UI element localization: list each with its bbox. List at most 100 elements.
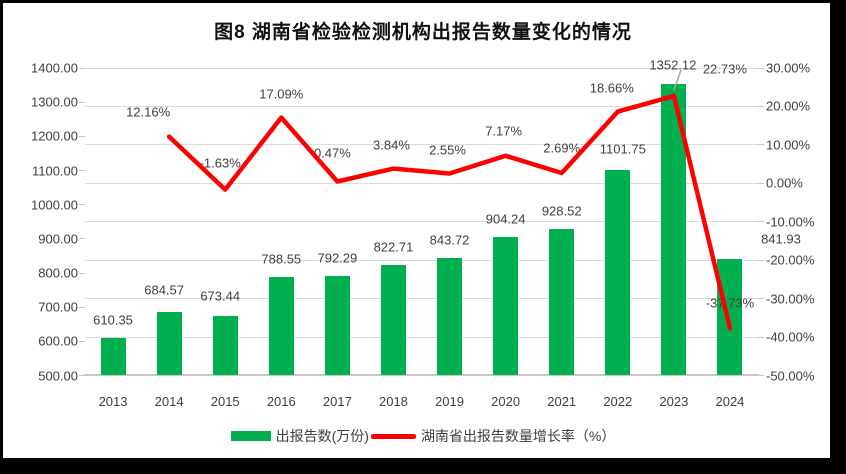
left-axis-label: 1000.00 [31, 197, 78, 213]
bar-value-label-2021: 928.52 [541, 203, 582, 219]
right-axis-tick [758, 375, 764, 376]
bar-value-label-2019: 843.72 [429, 232, 470, 248]
bar-2017 [324, 275, 350, 376]
x-axis-label-2015: 2015 [210, 394, 240, 409]
bar-2018 [380, 265, 406, 376]
right-axis-tick [758, 182, 764, 184]
grid-line [85, 67, 758, 69]
grid-line [85, 144, 758, 146]
line-value-label-2015: -1.63% [199, 155, 241, 171]
left-axis-tick [79, 170, 85, 171]
bar-2022 [605, 169, 631, 376]
x-axis-label-2024: 2024 [715, 394, 745, 409]
x-axis-label-2020: 2020 [491, 394, 521, 409]
line-value-label-2022: 18.66% [589, 80, 634, 96]
grid-line [85, 221, 758, 223]
bar-value-label-2020: 904.24 [485, 211, 526, 227]
right-axis-label: -30.00% [766, 291, 815, 307]
right-axis-label: -40.00% [766, 329, 815, 345]
bar-2014 [156, 312, 182, 376]
line-value-label-2021: 2.69% [543, 140, 581, 156]
right-axis-label: 10.00% [766, 137, 811, 153]
bar-value-label-2018: 822.71 [373, 239, 414, 255]
left-axis-label: 900.00 [38, 231, 78, 247]
left-axis-tick [79, 272, 85, 274]
line-value-label-2016: 17.09% [259, 86, 304, 102]
line-value-label-2019: 2.55% [429, 142, 466, 157]
x-axis-label-2017: 2017 [322, 394, 352, 409]
x-axis-label-2023: 2023 [659, 394, 689, 409]
bar-value-label-2016: 788.55 [261, 251, 302, 267]
x-axis-label-2022: 2022 [603, 394, 633, 409]
right-axis-label: -10.00% [766, 214, 815, 230]
right-axis-tick [758, 336, 764, 338]
line-value-label-2018: 3.84% [373, 137, 410, 153]
right-axis-label: 20.00% [766, 98, 811, 114]
x-axis-label-2014: 2014 [154, 394, 184, 409]
bar-2023 [661, 84, 687, 376]
chart-title: 图8 湖南省检验检测机构出报告数量变化的情况 [214, 22, 632, 43]
left-axis-tick [79, 375, 85, 376]
x-axis-line [84, 374, 759, 376]
grid-line [85, 182, 758, 184]
right-axis-tick [758, 144, 764, 146]
bar-2013 [100, 337, 126, 376]
left-axis-tick [79, 204, 85, 206]
legend-bar-swatch-icon [230, 431, 271, 441]
x-axis-label-2021: 2021 [547, 394, 577, 409]
bar-value-label-2013: 610.35 [93, 312, 133, 328]
bar-2015 [212, 316, 238, 376]
left-axis-label: 800.00 [38, 265, 78, 281]
bar-value-label-2014: 684.57 [144, 282, 185, 298]
legend-line-swatch-icon [370, 433, 416, 439]
left-axis-label: 600.00 [38, 333, 78, 349]
left-axis-label: 1100.00 [31, 163, 78, 178]
grid-line [85, 336, 758, 338]
bar-2020 [493, 237, 519, 376]
left-axis-tick [79, 340, 85, 342]
line-value-label-2014: 12.16% [126, 104, 171, 120]
bar-value-label-2022: 1101.75 [599, 141, 646, 157]
grid-line [85, 298, 758, 300]
left-axis-label: 1400.00 [31, 60, 78, 76]
left-axis-label: 1300.00 [31, 94, 78, 110]
grid-line [85, 105, 758, 107]
left-axis-label: 700.00 [38, 299, 78, 315]
legend: 出报告数(万份) 湖南省出报告数量增长率（%） [0, 426, 846, 446]
left-axis-label: 500.00 [38, 368, 78, 383]
right-axis-label: 0.00% [766, 175, 803, 191]
line-value-label-2024: -37.73% [705, 295, 755, 311]
bar-2024 [717, 258, 743, 376]
x-axis-label-2013: 2013 [98, 394, 128, 409]
left-axis-tick [79, 306, 85, 308]
bar-value-label-2024: 841.93 [761, 231, 801, 247]
grid-line [85, 259, 758, 261]
right-axis-tick [758, 221, 764, 223]
line-value-label-2020: 7.17% [485, 123, 523, 139]
right-axis-tick [758, 298, 764, 300]
left-axis-tick [79, 67, 85, 69]
left-axis-tick [79, 101, 85, 103]
line-value-label-2017: 0.47% [313, 145, 351, 160]
left-axis-tick [79, 238, 85, 240]
bar-value-label-2017: 792.29 [317, 250, 358, 266]
x-axis-label-2019: 2019 [435, 394, 464, 409]
bar-2016 [268, 276, 294, 376]
legend-line-label: 湖南省出报告数量增长率（%） [420, 428, 616, 444]
bar-value-label-2023: 1352.12 [649, 57, 697, 73]
bar-value-label-2015: 673.44 [200, 288, 241, 304]
right-axis-label: -50.00% [766, 368, 815, 383]
right-axis-label: 30.00% [766, 60, 811, 76]
line-value-label-2023: 22.73% [702, 61, 747, 77]
right-axis-label: -20.00% [766, 252, 815, 268]
right-axis-tick [758, 67, 764, 69]
x-axis-label-2018: 2018 [378, 394, 408, 409]
bar-2021 [549, 229, 575, 376]
legend-bar-label: 出报告数(万份) [275, 428, 369, 444]
left-axis-tick [79, 135, 85, 137]
x-axis-label-2016: 2016 [266, 394, 296, 409]
right-axis-tick [758, 259, 764, 261]
left-axis-label: 1200.00 [31, 128, 78, 144]
